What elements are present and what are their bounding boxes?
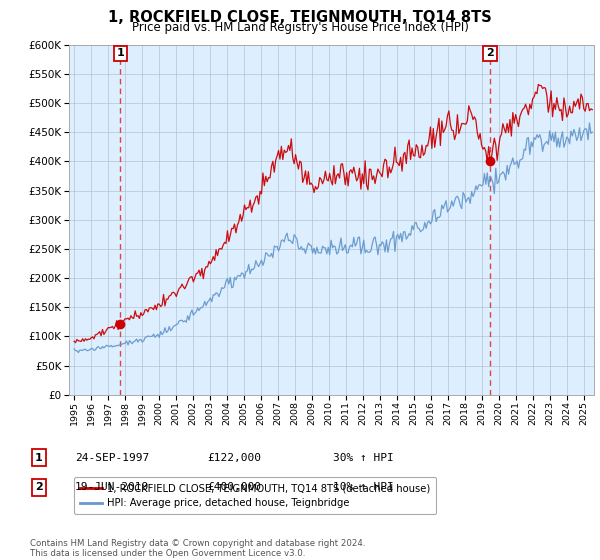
Legend: 1, ROCKFIELD CLOSE, TEIGNMOUTH, TQ14 8TS (detached house), HPI: Average price, d: 1, ROCKFIELD CLOSE, TEIGNMOUTH, TQ14 8TS… — [74, 477, 436, 514]
Text: £400,000: £400,000 — [207, 482, 261, 492]
Text: 10% ↑ HPI: 10% ↑ HPI — [333, 482, 394, 492]
Text: 1: 1 — [116, 48, 124, 58]
Text: Contains HM Land Registry data © Crown copyright and database right 2024.
This d: Contains HM Land Registry data © Crown c… — [30, 539, 365, 558]
Text: £122,000: £122,000 — [207, 452, 261, 463]
Text: 24-SEP-1997: 24-SEP-1997 — [75, 452, 149, 463]
Text: Price paid vs. HM Land Registry's House Price Index (HPI): Price paid vs. HM Land Registry's House … — [131, 21, 469, 34]
Text: 19-JUN-2019: 19-JUN-2019 — [75, 482, 149, 492]
Text: 2: 2 — [486, 48, 494, 58]
Text: 2: 2 — [35, 482, 43, 492]
Text: 30% ↑ HPI: 30% ↑ HPI — [333, 452, 394, 463]
Text: 1, ROCKFIELD CLOSE, TEIGNMOUTH, TQ14 8TS: 1, ROCKFIELD CLOSE, TEIGNMOUTH, TQ14 8TS — [108, 10, 492, 25]
Text: 1: 1 — [35, 452, 43, 463]
